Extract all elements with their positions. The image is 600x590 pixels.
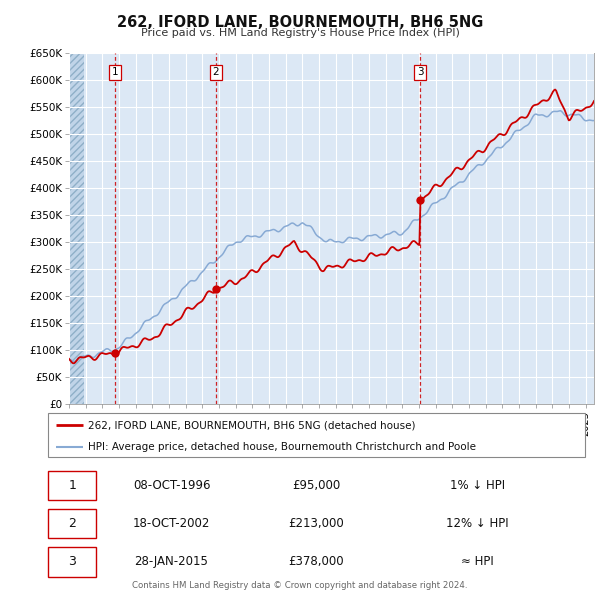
- Text: £378,000: £378,000: [289, 555, 344, 569]
- Text: 3: 3: [68, 555, 76, 569]
- Text: 1: 1: [68, 478, 76, 492]
- Text: 28-JAN-2015: 28-JAN-2015: [134, 555, 208, 569]
- Text: HPI: Average price, detached house, Bournemouth Christchurch and Poole: HPI: Average price, detached house, Bour…: [88, 442, 476, 451]
- Bar: [48, 471, 97, 500]
- Bar: [48, 548, 97, 576]
- Text: 1% ↓ HPI: 1% ↓ HPI: [450, 478, 505, 492]
- Text: 18-OCT-2002: 18-OCT-2002: [133, 517, 210, 530]
- Text: Price paid vs. HM Land Registry's House Price Index (HPI): Price paid vs. HM Land Registry's House …: [140, 28, 460, 38]
- Text: 2: 2: [68, 517, 76, 530]
- Text: 1: 1: [112, 67, 118, 77]
- Text: £95,000: £95,000: [292, 478, 341, 492]
- Text: 262, IFORD LANE, BOURNEMOUTH, BH6 5NG (detached house): 262, IFORD LANE, BOURNEMOUTH, BH6 5NG (d…: [88, 421, 416, 430]
- Bar: [48, 509, 97, 538]
- Text: 08-OCT-1996: 08-OCT-1996: [133, 478, 210, 492]
- Text: 2: 2: [212, 67, 219, 77]
- Text: 12% ↓ HPI: 12% ↓ HPI: [446, 517, 509, 530]
- Text: 3: 3: [417, 67, 424, 77]
- Text: ≈ HPI: ≈ HPI: [461, 555, 494, 569]
- Text: £213,000: £213,000: [289, 517, 344, 530]
- Text: Contains HM Land Registry data © Crown copyright and database right 2024.: Contains HM Land Registry data © Crown c…: [132, 581, 468, 590]
- Text: 262, IFORD LANE, BOURNEMOUTH, BH6 5NG: 262, IFORD LANE, BOURNEMOUTH, BH6 5NG: [117, 15, 483, 30]
